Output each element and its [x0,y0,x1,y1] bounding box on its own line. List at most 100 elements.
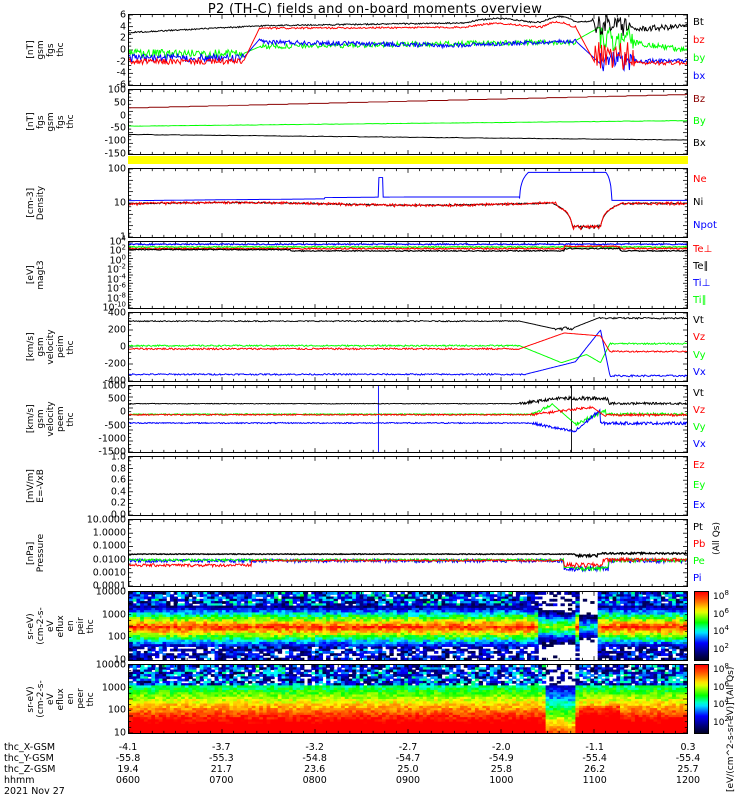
legend-item-Bx[interactable]: Bx [693,138,706,149]
y-tick-label: -150 [104,148,126,160]
x-axis-tick-value: 1000 [489,775,514,786]
legend-item-Ey[interactable]: Ey [693,480,706,491]
colorbar-tick-exponent: 6 [724,679,729,688]
y-tick-label: 10 [113,727,126,739]
legend-efield: Ez Ey Ex [688,456,748,516]
x-axis-tick-value: -1.1 [585,742,604,753]
x-axis-tick-value: 19.4 [117,764,139,775]
date-label: 2021 Nov 27 [4,786,65,797]
y-axis-title-line: thc [56,42,66,58]
x-axis-tick-value: 21.7 [210,764,232,775]
y-tick-label: 6 [119,9,126,21]
y-tick-label: 1 [119,231,126,243]
plot-area-peem-velocity [128,385,688,453]
x-axis-row-label: thc_Y-GSM [4,753,54,764]
legend-item-Vx[interactable]: Vx [693,367,706,379]
legend-item-Vz[interactable]: Vz [693,404,706,416]
legend-item-Vy[interactable]: Vy [693,421,706,433]
legend-item-Ti[interactable]: Ti∥ [693,294,707,306]
y-axis-title-line: fgs [56,115,66,129]
y-tick-labels-magt3: 104 102 100 10-2 10-4 10-6 10-8 10-10 [76,234,128,313]
y-tick-label: 0.0100 [92,554,126,566]
legend-item-bx[interactable]: bx [693,71,706,82]
y-tick-label: -100 [104,135,126,147]
y-axis-title-line: thc [66,114,76,130]
y-axis-title-line: [eV] [26,265,36,285]
panel-peer-spectrogram: 10000 1000 100 10 thc peer en eflux eV (cm-2-s-sr… [26,660,688,738]
y-axis-title-line: magt3 [36,260,46,290]
colorbar-tick-exponent: 2 [724,641,729,650]
plot-canvas-peir-spectrogram [129,592,687,660]
panel-pressure: 10.0000 1.0000 0.1000 0.0100 0.0010 0.0001 Pre… [26,515,705,591]
legend-item-Te[interactable]: Te∥ [693,260,709,272]
y-axis-title-line: en [66,693,76,705]
y-tick-label: 0 [119,110,126,122]
x-axis-tick-value: -54.8 [302,753,327,764]
x-axis-tick-value: 1100 [582,775,607,786]
colorbar-tick-exponent: 4 [724,697,729,706]
legend-item-Vt[interactable]: Vt [693,387,704,399]
legend-item-Vy[interactable]: Vy [693,349,706,361]
y-axis-title-line: peir [76,617,86,635]
legend-item-By[interactable]: By [693,116,706,127]
legend-item-Vx[interactable]: Vx [693,438,706,450]
legend-item-Pt[interactable]: Pt [693,521,703,533]
colorbar-tick-label: 106 [713,606,729,620]
x-axis-tick-value: 25.0 [397,764,419,775]
panel-magt3: 104 102 100 10-2 10-4 10-6 10-8 10-10 magt3 [eV] T… [26,235,712,313]
x-axis-tick-value: -55.3 [209,753,234,764]
y-axis-title-line: thc [86,691,96,707]
y-tick-label: 2 [119,32,126,44]
y-axis-title-peem-velocity: thc peem velocity gsm [km/s] [26,401,76,436]
y-tick-labels-peer-spectrogram: 10000 1000 100 10 [76,659,128,738]
y-axis-title-line: gsm [46,112,56,132]
y-tick-label: 0.1000 [92,540,126,552]
y-tick-label: 0.0010 [92,567,126,579]
y-tick-label: 10000 [95,659,126,671]
x-axis-tick-value: 26.2 [584,764,606,775]
legend-item-Npot[interactable]: Npot [693,220,717,232]
legend-item-Ni[interactable]: Ni [693,197,704,208]
y-tick-label: 400 [107,307,126,319]
legend-item-Pe[interactable]: Pe [693,555,705,567]
y-tick-label: 10-2 [106,262,126,276]
legend-fgs-gsm-full: Bz By Bx [688,89,748,155]
legend-item-Pb[interactable]: Pb [693,538,706,550]
y-axis-title-line: gsm [36,337,46,357]
legend-item-Ex[interactable]: Ex [693,500,706,511]
y-tick-exponent: 0 [121,253,126,262]
y-tick-label: 104 [109,234,126,248]
y-tick-label: 100 [107,84,126,96]
legend-item-bz[interactable]: bz [693,35,705,46]
legend-pressure: Pt Pb Pe Pi [688,519,748,587]
legend-item-Bz[interactable]: Bz [693,94,706,105]
legend-item-Te[interactable]: Te⊥ [693,243,713,255]
x-axis-tick-value: -55.8 [115,753,141,764]
y-tick-label: 1000 [101,380,126,392]
x-axis-tick-value: 23.6 [304,764,326,775]
legend-item-Bt[interactable]: Bt [693,17,704,28]
y-axis-title-line: sr-eV) [26,685,36,713]
y-axis-title-line: en [66,620,76,632]
colorbar-tick-label: 108 [713,589,729,603]
y-tick-label: 200 [107,324,126,336]
y-tick-exponent: -10 [114,300,126,309]
y-axis-title-peer-spectrogram: thc peer en eflux eV (cm-2-s-sr-eV) [26,680,96,717]
legend-item-Ne[interactable]: Ne [693,173,707,185]
pressure-quality-note: (All Qs) [712,522,722,555]
y-tick-label: 500 [107,393,126,405]
colorbar-tick-label: 102 [713,641,729,655]
legend-item-Vt[interactable]: Vt [693,314,704,326]
legend-item-Ti[interactable]: Ti⊥ [693,277,711,289]
x-axis-tick-value: 0700 [209,775,234,786]
legend-item-by[interactable]: by [693,53,706,64]
colorbar-tick-exponent: 8 [724,662,729,671]
x-axis-tick-value: 0800 [302,775,327,786]
x-axis-tick-value: 0900 [395,775,421,786]
panel-peir-spectrogram: 10000 1000 100 10 thc peir en eflux eV (cm-2-s-sr… [26,587,688,665]
legend-item-Vz[interactable]: Vz [693,332,706,344]
legend-item-Ez[interactable]: Ez [693,460,705,471]
legend-item-Pi[interactable]: Pi [693,572,702,584]
x-axis-row-thc_X-GSM: thc_X-GSM -4.1 -3.7 -3.2 -2.7 -2.0 -1.1 0.3 [0,742,750,753]
